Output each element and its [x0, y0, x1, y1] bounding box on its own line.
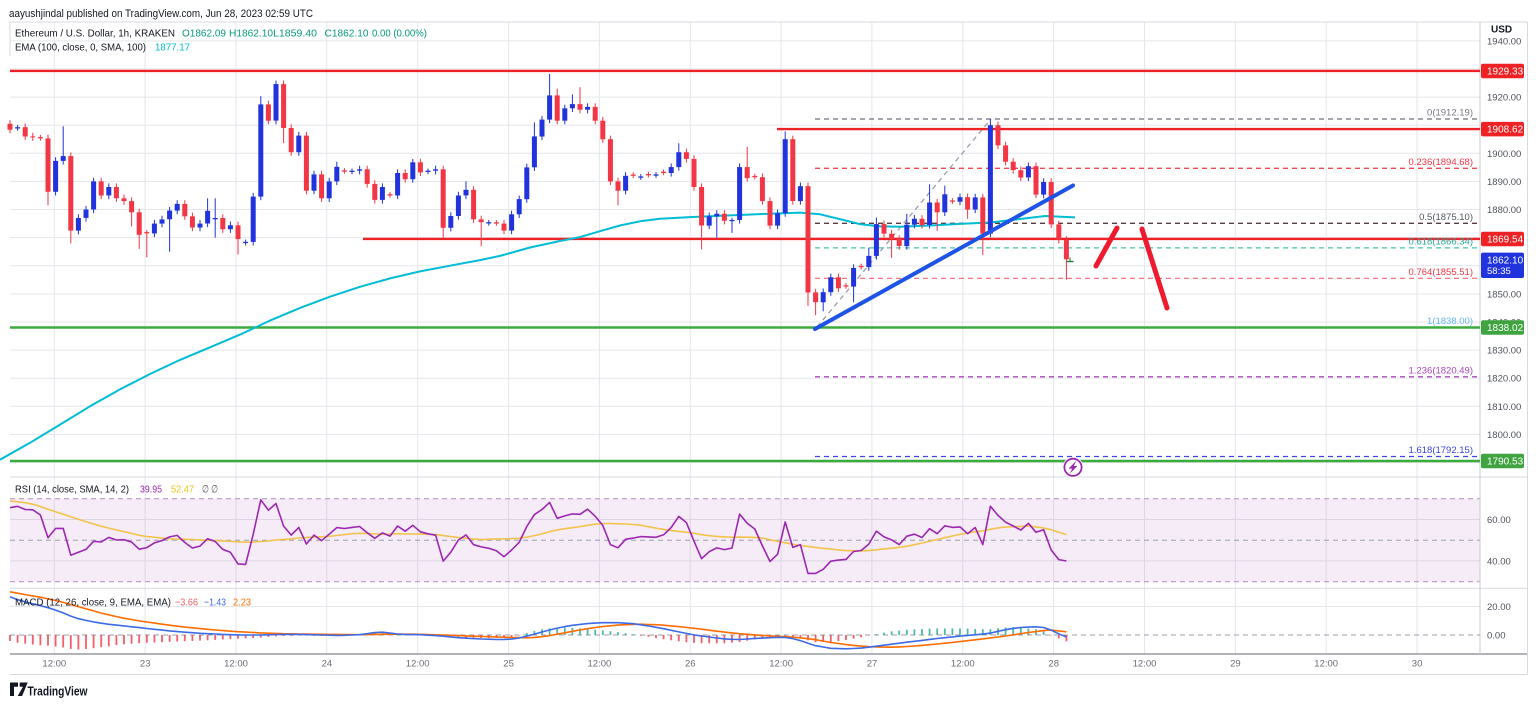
svg-text:12:00: 12:00: [224, 659, 248, 670]
svg-text:0.764(1855.51): 0.764(1855.51): [1409, 267, 1473, 278]
svg-text:24: 24: [322, 659, 333, 670]
svg-text:TradingView: TradingView: [28, 684, 89, 699]
svg-text:−1.43: −1.43: [204, 597, 226, 609]
svg-text:39.95: 39.95: [140, 484, 162, 496]
svg-text:2.23: 2.23: [233, 597, 251, 609]
svg-text:L1859.40: L1859.40: [273, 28, 317, 40]
svg-text:0.236(1894.68): 0.236(1894.68): [1409, 157, 1473, 168]
svg-text:1810.00: 1810.00: [1487, 402, 1521, 413]
svg-text:30: 30: [1412, 659, 1423, 670]
svg-text:∅ ∅: ∅ ∅: [202, 484, 218, 496]
svg-text:USD: USD: [1491, 25, 1512, 36]
svg-text:28: 28: [1048, 659, 1059, 670]
svg-text:1820.00: 1820.00: [1487, 374, 1521, 385]
svg-text:12:00: 12:00: [1314, 659, 1338, 670]
svg-text:−3.66: −3.66: [175, 597, 198, 609]
svg-text:1900.00: 1900.00: [1487, 149, 1521, 160]
svg-text:1920.00: 1920.00: [1487, 93, 1521, 104]
svg-text:1908.62: 1908.62: [1487, 125, 1524, 136]
svg-text:1880.00: 1880.00: [1487, 205, 1521, 216]
svg-text:1.618(1792.15): 1.618(1792.15): [1409, 445, 1473, 456]
svg-text:12:00: 12:00: [951, 659, 975, 670]
svg-text:0.00: 0.00: [1487, 631, 1506, 642]
svg-text:0(1912.19): 0(1912.19): [1427, 108, 1473, 119]
svg-text:1830.00: 1830.00: [1487, 346, 1521, 357]
svg-text:1890.00: 1890.00: [1487, 177, 1521, 188]
svg-text:1850.00: 1850.00: [1487, 289, 1521, 300]
svg-text:aayushjindal published on Trad: aayushjindal published on TradingView.co…: [9, 8, 313, 20]
svg-text:1800.00: 1800.00: [1487, 430, 1521, 441]
svg-text:29: 29: [1230, 659, 1241, 670]
svg-text:12:00: 12:00: [588, 659, 612, 670]
svg-text:60.00: 60.00: [1487, 515, 1511, 526]
svg-text:12:00: 12:00: [769, 659, 793, 670]
svg-text:12:00: 12:00: [406, 659, 430, 670]
svg-text:C1862.10: C1862.10: [325, 28, 369, 40]
svg-text:1877.17: 1877.17: [155, 42, 190, 54]
svg-text:25: 25: [503, 659, 514, 670]
svg-text:1869.54: 1869.54: [1487, 234, 1524, 245]
svg-text:0.5(1875.10): 0.5(1875.10): [1419, 212, 1473, 223]
svg-text:H1862.10: H1862.10: [229, 28, 273, 40]
svg-text:1(1838.00): 1(1838.00): [1427, 316, 1473, 327]
svg-text:1929.33: 1929.33: [1487, 66, 1524, 77]
svg-text:20.00: 20.00: [1487, 602, 1511, 613]
svg-text:RSI (14, close, SMA, 14, 2): RSI (14, close, SMA, 14, 2): [15, 484, 129, 496]
svg-text:12:00: 12:00: [42, 659, 66, 670]
svg-text:1838.02: 1838.02: [1487, 323, 1524, 334]
svg-text:EMA (100, close, 0, SMA, 100): EMA (100, close, 0, SMA, 100): [15, 42, 146, 54]
svg-text:52.47: 52.47: [171, 484, 194, 496]
svg-text:26: 26: [685, 659, 696, 670]
svg-text:1790.53: 1790.53: [1487, 457, 1524, 468]
svg-text:27: 27: [867, 659, 878, 670]
svg-text:1.236(1820.49): 1.236(1820.49): [1409, 365, 1473, 376]
svg-text:58:35: 58:35: [1487, 266, 1511, 277]
svg-text:0.00 (0.00%): 0.00 (0.00%): [372, 28, 427, 40]
svg-text:23: 23: [140, 659, 151, 670]
svg-text:Ethereum / U.S. Dollar, 1h, KR: Ethereum / U.S. Dollar, 1h, KRAKEN: [15, 28, 175, 40]
svg-text:40.00: 40.00: [1487, 556, 1511, 567]
svg-text:O1862.09: O1862.09: [182, 28, 226, 40]
svg-text:1940.00: 1940.00: [1487, 36, 1521, 47]
svg-text:0.618(1866.34): 0.618(1866.34): [1409, 236, 1473, 247]
svg-text:MACD (12, 26, close, 9, EMA, E: MACD (12, 26, close, 9, EMA, EMA): [15, 597, 171, 609]
svg-text:12:00: 12:00: [1133, 659, 1157, 670]
svg-text:1862.10: 1862.10: [1487, 255, 1524, 266]
